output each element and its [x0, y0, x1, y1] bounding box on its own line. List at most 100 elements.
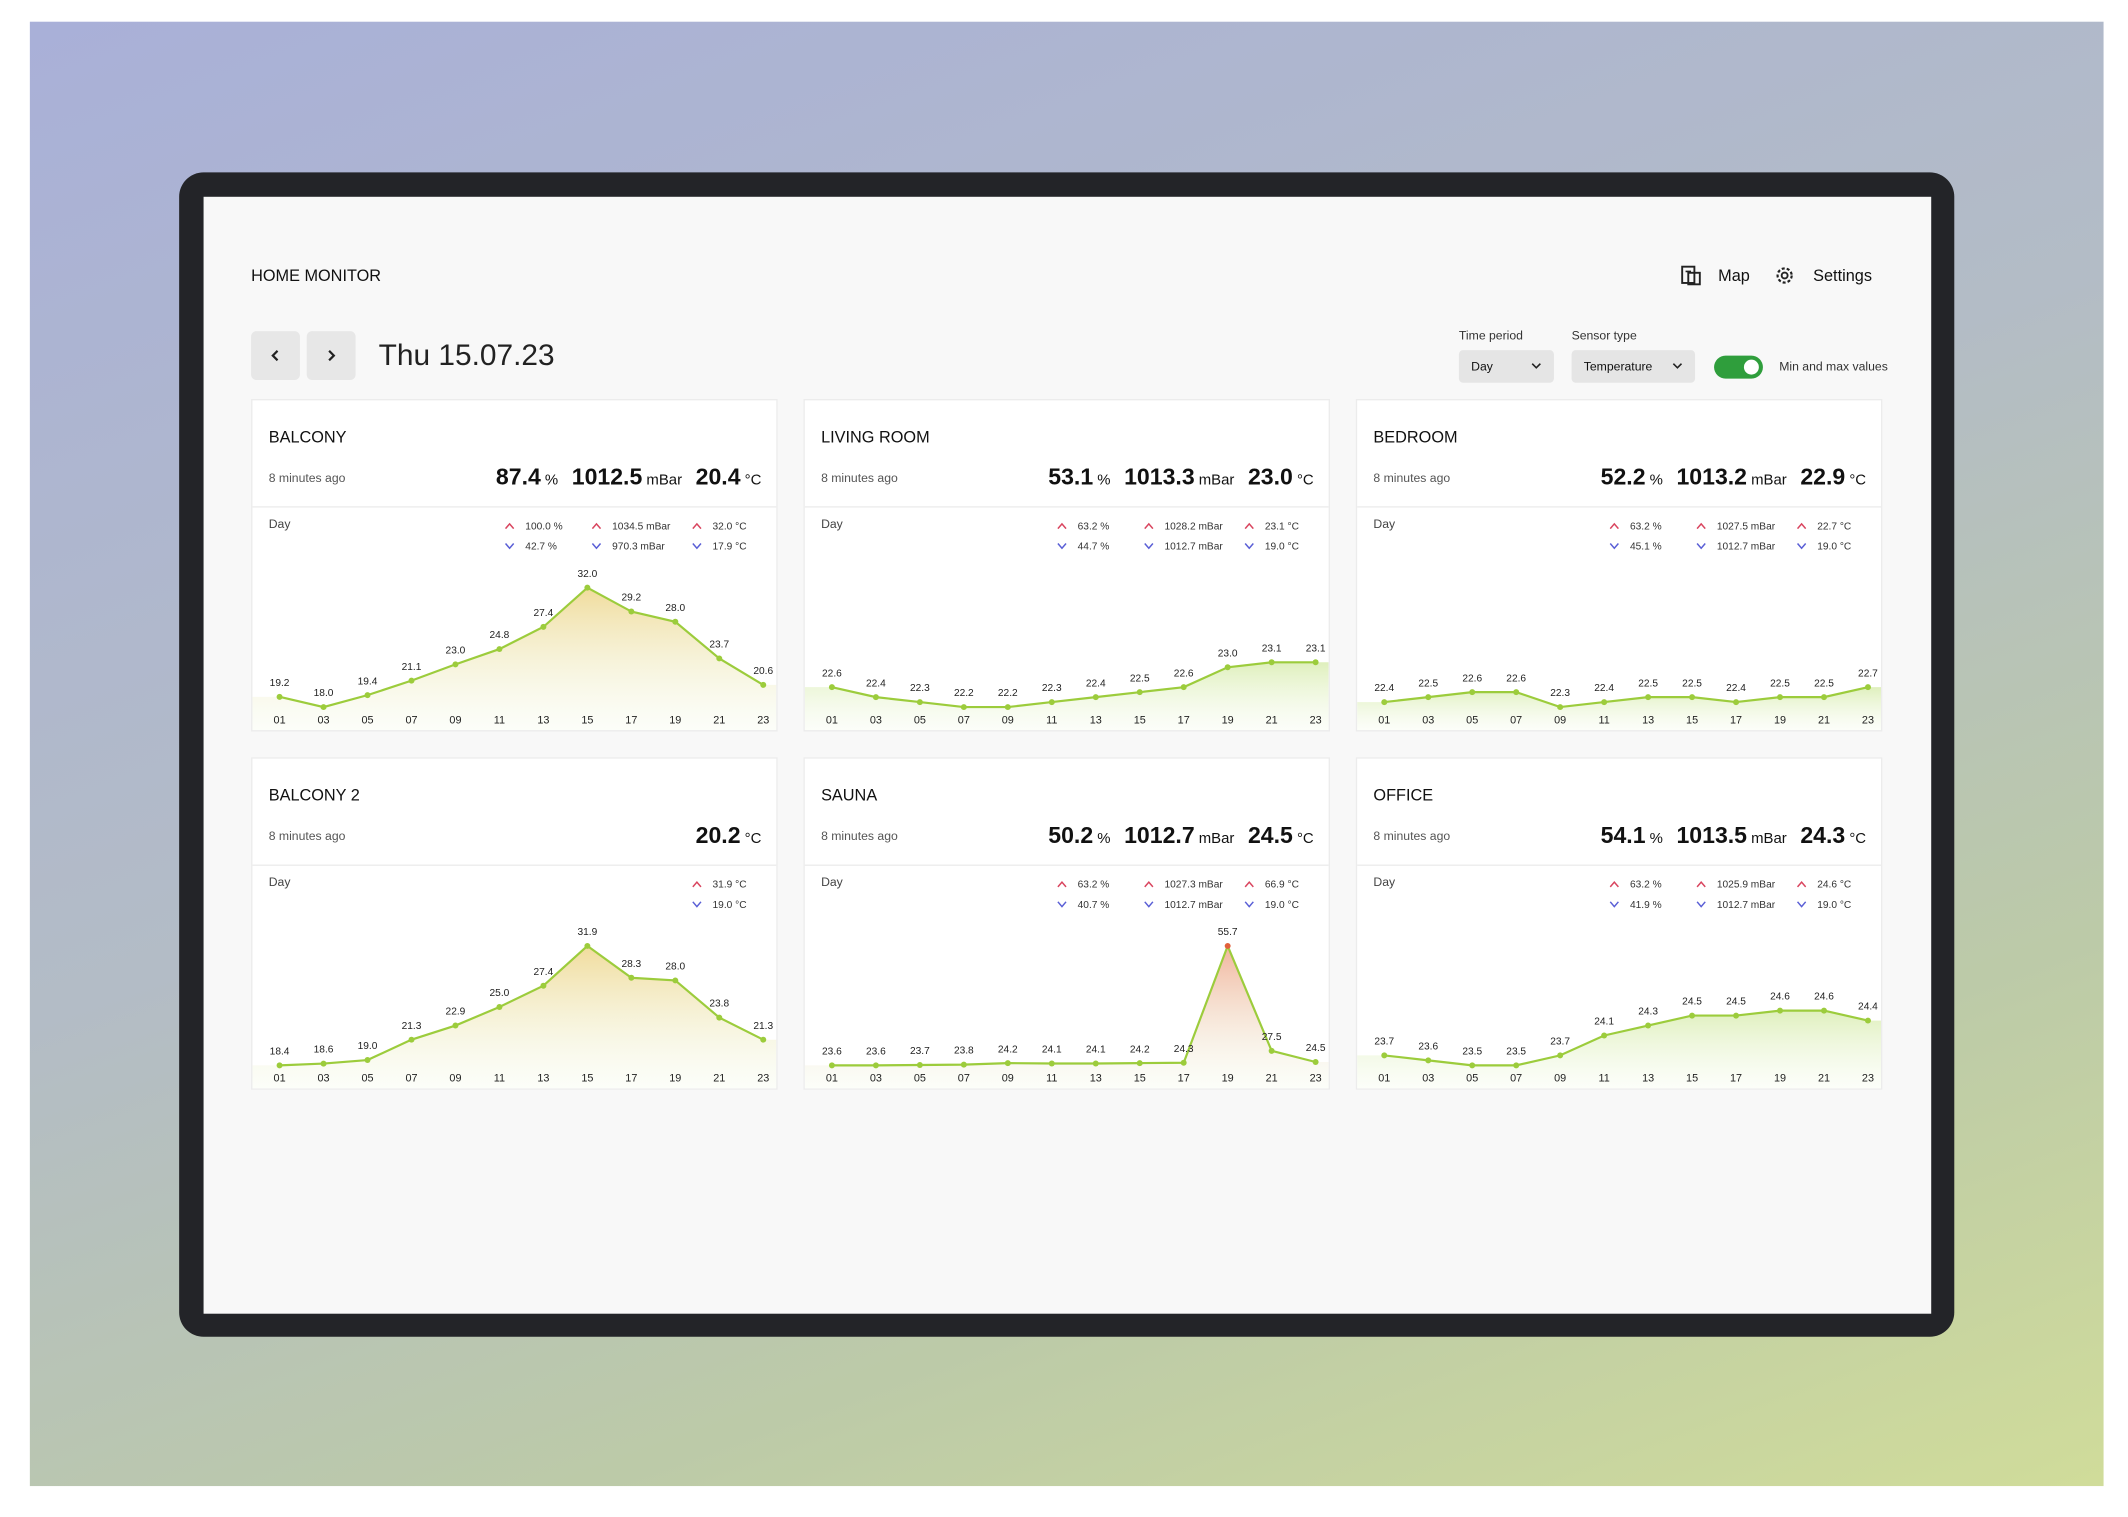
max-value: 1028.2 mBar [1164, 519, 1223, 532]
point-label: 22.5 [1130, 673, 1150, 684]
point-label: 22.5 [1418, 678, 1438, 689]
card-name: BALCONY 2 [268, 785, 360, 805]
x-tick-label: 23 [1862, 1073, 1874, 1085]
min-max: 100.0 % 42.7 % 1034.5 mBar 970.3 mBar 32.0 °… [505, 519, 757, 553]
min-value: 1012.7 mBar [1164, 898, 1223, 911]
reading: 23.0 °C [1248, 464, 1314, 491]
min-max-group: 1025.9 mBar 1012.7 mBar [1696, 878, 1775, 911]
point [1381, 699, 1388, 706]
chart: 22.4 22.5 22.6 22.6 22.3 22.4 22.5 22.5 22.4 22.5… [1357, 668, 1881, 731]
point [276, 693, 283, 700]
sensor-card[interactable]: LIVING ROOM 8 minutes ago 53.1% 1013.3 mBar 2… [803, 398, 1330, 732]
x-tick-label: 11 [1599, 714, 1610, 726]
point [540, 982, 547, 989]
point-label: 23.6 [1418, 1042, 1438, 1053]
map-link[interactable]: Map [1718, 265, 1750, 285]
max-value: 1034.5 mBar [612, 519, 671, 532]
prev-button[interactable] [251, 331, 300, 380]
updated-time: 8 minutes ago [821, 470, 898, 485]
min-max-group: 31.9 °C 19.0 °C [692, 878, 757, 911]
x-tick-label: 09 [1002, 1073, 1014, 1085]
point [628, 974, 635, 981]
sensor-card[interactable]: BALCONY 2 8 minutes ago 20.2 °C Day 31.9 °C 19… [251, 757, 778, 1090]
x-tick-label: 19 [669, 714, 681, 726]
point [1864, 1017, 1871, 1024]
min-value: 19.0 °C [1817, 540, 1852, 553]
point-label: 23.0 [1218, 648, 1238, 659]
reading-value: 23.0 [1247, 464, 1293, 490]
map-icon[interactable] [1680, 265, 1702, 287]
min-icon [1244, 543, 1254, 550]
point [828, 684, 835, 691]
max-row: 100.0 % [505, 520, 570, 532]
point-label: 22.6 [1506, 673, 1526, 684]
point-label: 29.2 [621, 593, 641, 604]
settings-icon[interactable] [1774, 265, 1796, 287]
reading-value: 87.4 [495, 464, 541, 490]
point-label: 23.7 [709, 640, 729, 651]
time-period-select[interactable]: Day [1458, 350, 1554, 383]
x-tick-label: 09 [449, 1073, 461, 1085]
settings-link[interactable]: Settings [1813, 265, 1872, 285]
max-value: 31.9 °C [712, 878, 747, 891]
reading-unit: °C [1849, 472, 1867, 489]
screen: HOME MONITOR Map Settings Thu 15.07.23 T… [203, 196, 1932, 1314]
point [672, 618, 679, 625]
point-label: 28.3 [621, 959, 641, 970]
caret [1244, 522, 1254, 530]
reading-unit: % [1097, 472, 1111, 489]
sensor-card[interactable]: OFFICE 8 minutes ago 54.1% 1013.5 mBar 24.3 °C… [1355, 757, 1883, 1090]
max-value: 23.1 °C [1264, 519, 1299, 532]
point [408, 1036, 415, 1043]
max-row: 31.9 °C [692, 878, 757, 890]
sensor-type-select[interactable]: Temperature [1571, 350, 1696, 383]
x-tick-label: 15 [581, 714, 593, 726]
point [320, 1060, 327, 1067]
min-icon [1796, 543, 1807, 550]
next-button[interactable] [306, 331, 356, 380]
x-tick-label: 13 [1642, 714, 1654, 726]
max-icon [1144, 522, 1154, 530]
point [1733, 1012, 1740, 1019]
period: Day [268, 517, 291, 531]
toggle-knob [1743, 359, 1759, 375]
point [828, 1062, 835, 1069]
max-value: 22.7 °C [1817, 519, 1852, 532]
point-label: 22.5 [1814, 678, 1834, 689]
reading-value: 20.2 [695, 822, 741, 849]
min-row: 1012.7 mBar [1696, 898, 1775, 911]
reading-unit: mBar [1751, 830, 1787, 847]
point-label: 24.1 [1042, 1045, 1062, 1056]
point [1733, 699, 1740, 706]
point-label: 22.3 [910, 683, 930, 694]
x-tick-label: 03 [870, 714, 882, 726]
x-tick-label: 09 [1002, 714, 1014, 726]
point-label: 22.7 [1858, 668, 1878, 679]
reading-unit: °C [1296, 830, 1314, 847]
max-row: 1027.3 mBar [1144, 878, 1223, 890]
toggle[interactable] [1714, 355, 1763, 379]
point-label: 23.1 [1262, 643, 1282, 654]
caret [1609, 901, 1620, 908]
reading: 1013.2 mBar [1676, 464, 1786, 491]
point [916, 1061, 923, 1068]
card-name: OFFICE [1373, 785, 1434, 805]
point-label: 22.2 [954, 688, 974, 699]
updated-time: 8 minutes ago [268, 829, 346, 843]
min-row: 19.0 °C [692, 898, 757, 911]
min-value: 970.3 mBar [612, 540, 665, 553]
x-tick-label: 19 [1774, 1073, 1786, 1085]
point [496, 646, 503, 653]
sensor-card[interactable]: BALCONY 8 minutes ago 87.4% 1012.5 mBar 20.4 °… [251, 398, 778, 732]
reading-unit: °C [744, 472, 762, 489]
x-tick-label: 07 [1510, 714, 1522, 726]
min-max-group: 1027.3 mBar 1012.7 mBar [1144, 878, 1223, 911]
reading-value: 50.2 [1048, 822, 1094, 849]
min-value: 44.7 % [1077, 540, 1110, 553]
x-tick-label: 15 [1134, 1073, 1146, 1085]
reading: 1013.5 mBar [1676, 822, 1786, 849]
point [1645, 1022, 1652, 1029]
max-icon [505, 522, 515, 530]
sensor-card[interactable]: BEDROOM 8 minutes ago 52.2% 1013.2 mBar 22.9 °… [1355, 398, 1883, 732]
sensor-card[interactable]: SAUNA 8 minutes ago 50.2% 1012.7 mBar 24.5 °C D… [803, 757, 1330, 1090]
